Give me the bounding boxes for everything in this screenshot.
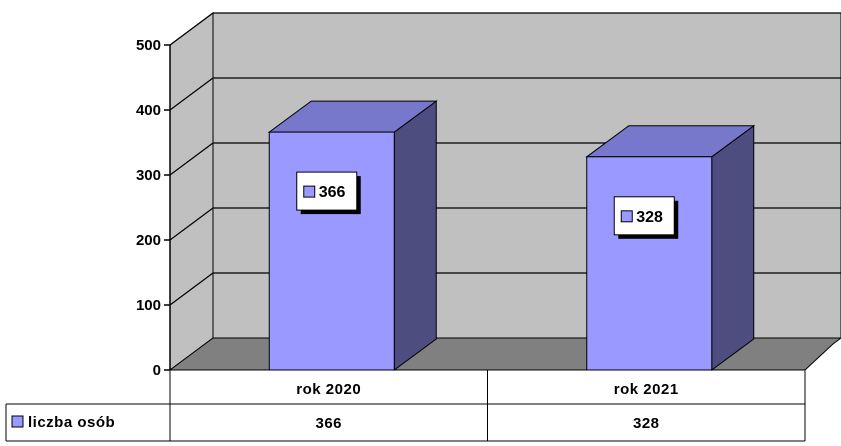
y-axis: 0 100 200 300 400 500 [136,37,171,379]
data-label-box-0 [296,171,358,211]
gridline-500 [169,12,841,46]
legend-key [11,415,24,428]
data-label-legend-key-1 [620,210,633,223]
y-tick-label-500: 500 [136,37,161,54]
y-tick-label-200: 200 [136,232,161,249]
table-value-1: 328 [633,415,660,432]
x-category-label-1: rok 2021 [614,381,679,398]
y-tick-label-0: 0 [153,362,161,379]
table-value-0: 366 [315,415,342,432]
x-category-label-0: rok 2020 [296,381,361,398]
y-tick-label-300: 300 [136,167,161,184]
side-wall [169,12,214,371]
bar-side-0 [393,100,437,371]
y-tick-label-400: 400 [136,102,161,119]
bar-1 [586,156,713,371]
data-label-legend-key-0 [303,185,316,198]
data-table: rok 2020 rok 2021 liczba osób 366 328 [5,369,806,442]
data-label-0: 366 [319,184,346,201]
bar-side-1 [711,124,755,371]
data-label-1: 328 [636,209,663,226]
legend-label: liczba osób [28,414,115,431]
gridline-400 [169,77,841,111]
bar-0 [268,131,395,371]
y-tick-label-100: 100 [136,297,161,314]
data-labels: 366 328 [296,171,679,239]
